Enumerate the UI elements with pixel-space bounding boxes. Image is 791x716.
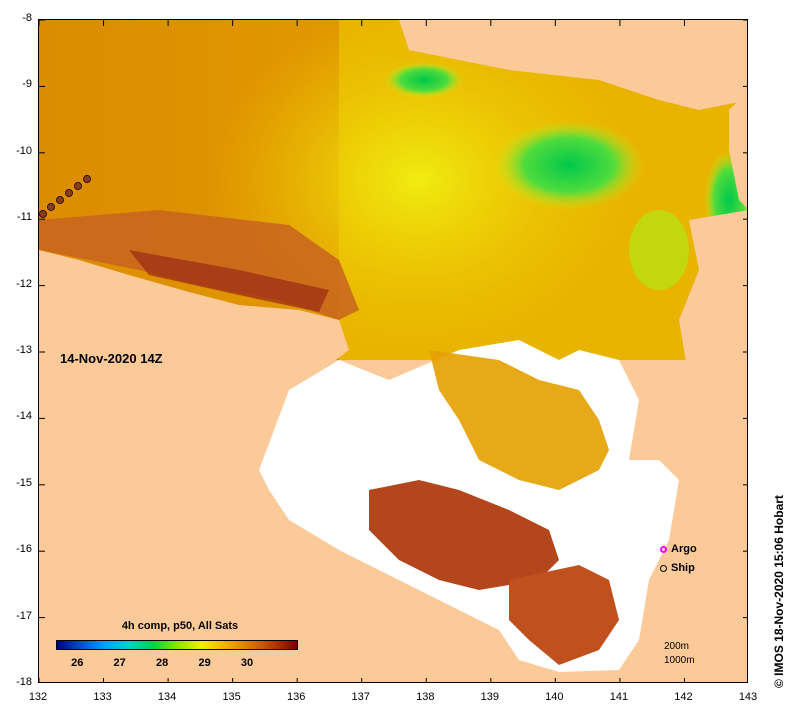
ship-marker-icon [660, 564, 667, 572]
legend-argo: Argo [660, 543, 697, 555]
latitude-label: -18 [16, 676, 32, 688]
sst-map-image [39, 20, 747, 682]
longitude-label: 143 [738, 691, 758, 703]
latitude-label: -16 [16, 543, 32, 556]
latitude-label: -10 [16, 144, 32, 157]
latitude-label: -13 [16, 344, 32, 356]
colorbar [56, 640, 298, 650]
legend-argo-label: Argo [671, 543, 697, 555]
longitude-label: 134 [157, 691, 177, 703]
land-northeast [399, 20, 747, 110]
ship-track [39, 175, 91, 218]
longitude-label: 135 [222, 691, 241, 703]
latitude-label: -9 [22, 78, 32, 91]
land-arnhem [39, 250, 496, 682]
longitude-label: 132 [28, 691, 48, 703]
legend-ship: Ship [660, 562, 695, 574]
legend-ship-label: Ship [671, 562, 695, 574]
credit-text: © IMOS 18-Nov-2020 15:06 Hobart [772, 495, 786, 688]
colorbar-tick-label: 26 [71, 657, 84, 669]
latitude-label: -12 [16, 277, 32, 290]
contour-200m-label: 200m [664, 641, 690, 652]
longitude-label: 137 [351, 691, 370, 703]
latitude-label: -15 [16, 476, 32, 489]
argo-marker-icon [660, 545, 667, 553]
colorbar-tick-label: 29 [198, 657, 211, 669]
depth-contour-legend: 200m 1000m [664, 640, 695, 668]
contour-1000m-label: 1000m [664, 655, 695, 666]
cool-water-patch [494, 120, 644, 210]
warm-gulf-band [369, 480, 559, 590]
longitude-label: 136 [286, 691, 306, 703]
longitude-label: 138 [416, 691, 435, 703]
colorbar-title: 4h comp, p50, All Sats [121, 620, 239, 632]
land-cape-york [639, 210, 747, 682]
date-label: 14-Nov-2020 14Z [60, 351, 163, 366]
longitude-label: 142 [674, 691, 693, 703]
latitude-label: -11 [16, 211, 32, 224]
colorbar-tick-label: 28 [156, 657, 169, 669]
latitude-label: -17 [16, 609, 32, 622]
longitude-label: 141 [609, 691, 629, 703]
colorbar-tick-label: 30 [240, 657, 254, 669]
sst-map [38, 19, 748, 683]
colorbar-tick-label: 27 [113, 657, 126, 669]
latitude-label: -14 [16, 410, 32, 423]
longitude-label: 140 [545, 691, 564, 703]
latitude-label: -8 [22, 12, 32, 24]
longitude-label: 139 [480, 691, 499, 703]
longitude-label: 133 [93, 691, 112, 703]
